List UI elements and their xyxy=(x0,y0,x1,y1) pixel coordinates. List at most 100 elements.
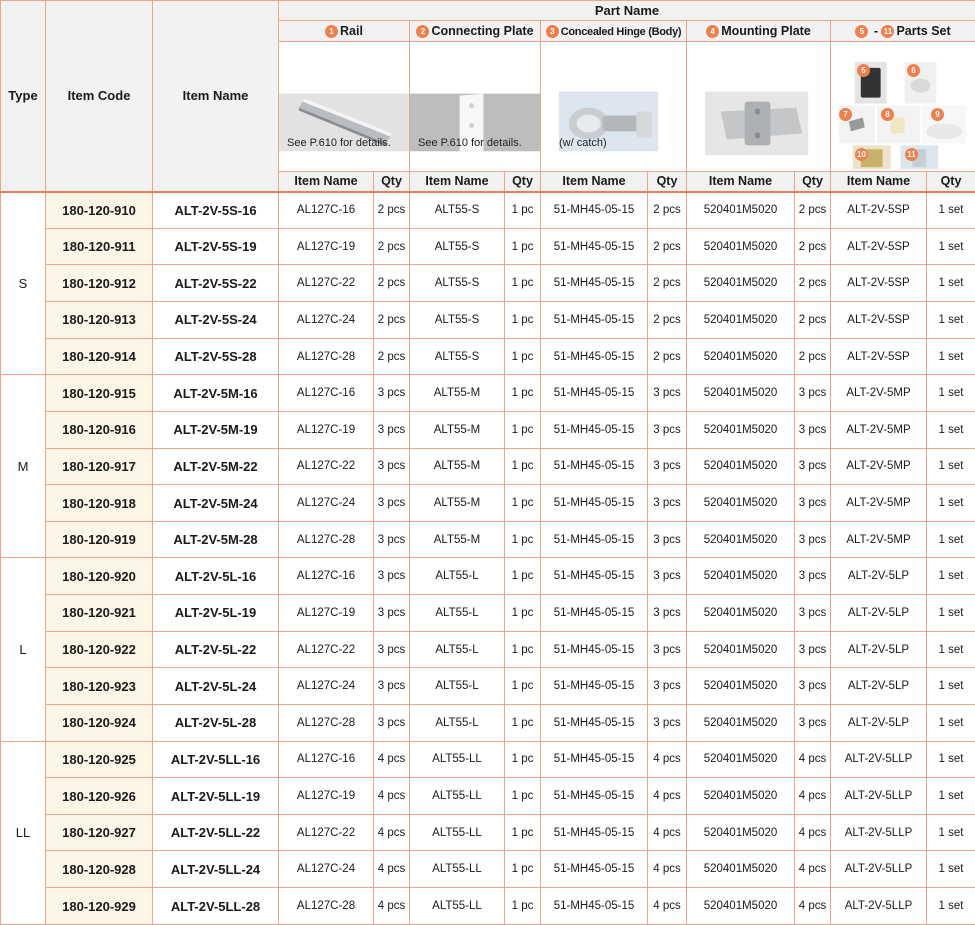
rail-qty-cell: 2 pcs xyxy=(373,227,410,266)
mount-item-name-subheader: Item Name xyxy=(686,171,795,193)
plate-item-cell: ALT55-LL xyxy=(409,777,505,815)
item-name-cell: ALT-2V-5M-16 xyxy=(152,374,279,412)
set-part-11-badge: 11 xyxy=(905,148,918,162)
table-row: 180-120-929 ALT-2V-5LL-28 AL127C-28 4 pcs AL… xyxy=(1,887,975,925)
item-name-cell: ALT-2V-5L-24 xyxy=(152,667,279,705)
set-qty-cell: 1 set xyxy=(926,740,975,779)
hinge-qty-cell: 2 pcs xyxy=(647,191,687,229)
hinge-item-cell: 51-MH45-05-15 xyxy=(540,630,648,669)
table-row: S 180-120-910 ALT-2V-5S-16 AL127C-16 2 pcs AL… xyxy=(0,191,975,376)
hinge-qty-cell: 4 pcs xyxy=(647,813,687,852)
rail-qty-cell: 2 pcs xyxy=(373,301,410,339)
range-dash: - xyxy=(873,24,878,39)
hinge-qty-cell: 3 pcs xyxy=(647,594,687,632)
plate-item-cell: ALT55-S xyxy=(409,191,505,229)
table-body: S 180-120-910 ALT-2V-5S-16 AL127C-16 2 pcs AL… xyxy=(0,191,975,925)
hinge-item-cell: 51-MH45-05-15 xyxy=(540,410,648,449)
mount-qty-cell: 4 pcs xyxy=(794,850,831,889)
item-name-cell: ALT-2V-5S-22 xyxy=(152,264,279,303)
plate-item-cell: ALT55-M xyxy=(409,447,505,486)
rail-qty-subheader: Qty xyxy=(373,171,410,193)
plate-qty-cell: 1 pc xyxy=(504,777,541,815)
set-item-cell: ALT-2V-5LP xyxy=(830,630,927,669)
table-row: 180-120-912 ALT-2V-5S-22 AL127C-22 2 pcs ALT… xyxy=(1,264,975,303)
item-name-cell: ALT-2V-5S-24 xyxy=(152,301,279,339)
hinge-item-cell: 51-MH45-05-15 xyxy=(540,520,648,559)
part-number-badge: 5 xyxy=(855,25,869,39)
set-qty-cell: 1 set xyxy=(926,813,975,852)
set-item-cell: ALT-2V-5MP xyxy=(830,447,927,486)
rail-item-cell: AL127C-19 xyxy=(278,594,374,632)
set-item-cell: ALT-2V-5MP xyxy=(830,520,927,559)
mount-qty-cell: 3 pcs xyxy=(794,374,831,412)
mount-item-cell: 520401M5020 xyxy=(686,484,795,522)
plate-qty-cell: 1 pc xyxy=(504,813,541,852)
plate-item-cell: ALT55-M xyxy=(409,374,505,412)
plate-qty-cell: 1 pc xyxy=(504,740,541,779)
type-cell: S xyxy=(0,191,46,376)
connecting-plate-label: Connecting Plate xyxy=(431,24,534,39)
hinge-qty-cell: 2 pcs xyxy=(647,301,687,339)
item-code-cell: 180-120-917 xyxy=(45,447,153,486)
mounting-plate-header: 4 Mounting Plate xyxy=(686,20,831,43)
set-item-cell: ALT-2V-5LP xyxy=(830,557,927,596)
rail-qty-cell: 4 pcs xyxy=(373,813,410,852)
hinge-item-cell: 51-MH45-05-15 xyxy=(540,264,648,303)
plate-qty-subheader: Qty xyxy=(504,171,541,193)
part-number-badge: 2 xyxy=(416,25,430,39)
item-name-cell: ALT-2V-5M-22 xyxy=(152,447,279,486)
mount-item-cell: 520401M5020 xyxy=(686,227,795,266)
rail-item-cell: AL127C-24 xyxy=(278,484,374,522)
plate-qty-cell: 1 pc xyxy=(504,191,541,229)
table-row: 180-120-927 ALT-2V-5LL-22 AL127C-22 4 pcs AL… xyxy=(1,813,975,852)
plate-qty-cell: 1 pc xyxy=(504,447,541,486)
set-qty-cell: 1 set xyxy=(926,703,975,742)
plate-item-cell: ALT55-S xyxy=(409,264,505,303)
set-item-cell: ALT-2V-5LLP xyxy=(830,740,927,779)
rail-qty-cell: 3 pcs xyxy=(373,667,410,705)
item-name-cell: ALT-2V-5S-19 xyxy=(152,227,279,266)
table-row: 180-120-918 ALT-2V-5M-24 AL127C-24 3 pcs ALT… xyxy=(1,484,975,522)
hinge-item-cell: 51-MH45-05-15 xyxy=(540,887,648,925)
mount-qty-cell: 3 pcs xyxy=(794,520,831,559)
item-name-cell: ALT-2V-5LL-16 xyxy=(152,740,279,779)
rail-qty-cell: 3 pcs xyxy=(373,594,410,632)
plate-qty-cell: 1 pc xyxy=(504,410,541,449)
set-part-6-badge: 6 xyxy=(907,64,920,78)
plate-qty-cell: 1 pc xyxy=(504,557,541,596)
rail-qty-cell: 3 pcs xyxy=(373,484,410,522)
plate-item-cell: ALT55-LL xyxy=(409,813,505,852)
mount-item-cell: 520401M5020 xyxy=(686,630,795,669)
item-code-cell: 180-120-918 xyxy=(45,484,153,522)
rail-item-cell: AL127C-19 xyxy=(278,410,374,449)
item-name-cell: ALT-2V-5LL-22 xyxy=(152,813,279,852)
rail-item-cell: AL127C-22 xyxy=(278,630,374,669)
table-row: 180-120-919 ALT-2V-5M-28 AL127C-28 3 pcs ALT… xyxy=(1,520,975,559)
item-name-header: Item Name xyxy=(152,0,279,193)
plate-qty-cell: 1 pc xyxy=(504,301,541,339)
set-qty-cell: 1 set xyxy=(926,374,975,412)
hinge-qty-cell: 4 pcs xyxy=(647,740,687,779)
mount-item-cell: 520401M5020 xyxy=(686,850,795,889)
hinge-qty-cell: 3 pcs xyxy=(647,630,687,669)
item-code-cell: 180-120-920 xyxy=(45,557,153,596)
mount-qty-cell: 2 pcs xyxy=(794,264,831,303)
table-row: M 180-120-915 ALT-2V-5M-16 AL127C-16 3 pcs AL… xyxy=(0,374,975,559)
rail-item-cell: AL127C-28 xyxy=(278,337,374,376)
mount-qty-cell: 4 pcs xyxy=(794,740,831,779)
rail-qty-cell: 3 pcs xyxy=(373,520,410,559)
plate-item-cell: ALT55-S xyxy=(409,337,505,376)
set-qty-cell: 1 set xyxy=(926,850,975,889)
plate-item-cell: ALT55-S xyxy=(409,301,505,339)
set-item-cell: ALT-2V-5LLP xyxy=(830,777,927,815)
rail-item-cell: AL127C-19 xyxy=(278,227,374,266)
set-item-cell: ALT-2V-5SP xyxy=(830,337,927,376)
mount-qty-cell: 4 pcs xyxy=(794,887,831,925)
mount-qty-cell: 3 pcs xyxy=(794,630,831,669)
mount-qty-cell: 4 pcs xyxy=(794,813,831,852)
set-item-cell: ALT-2V-5LLP xyxy=(830,813,927,852)
set-item-name-subheader: Item Name xyxy=(830,171,927,193)
set-item-cell: ALT-2V-5LLP xyxy=(830,887,927,925)
rail-image-cell: See P.610 for details. xyxy=(278,41,410,173)
rail-qty-cell: 3 pcs xyxy=(373,557,410,596)
